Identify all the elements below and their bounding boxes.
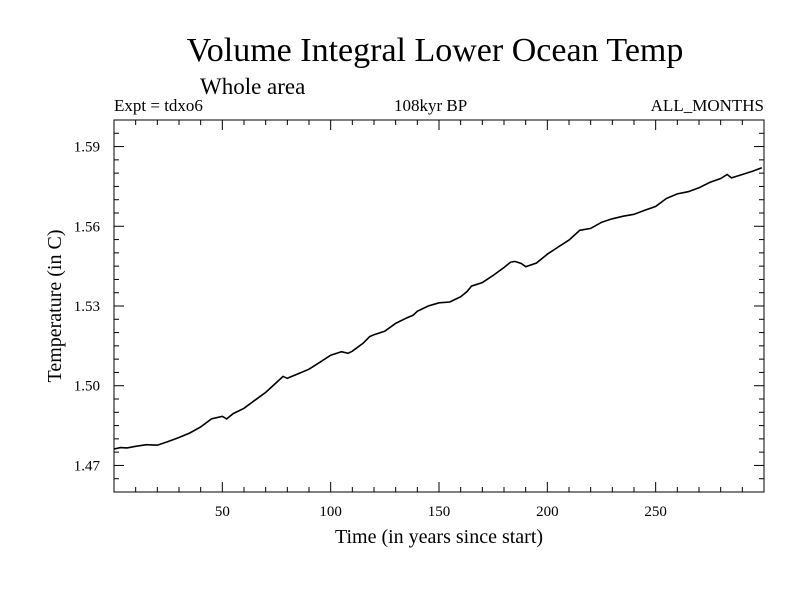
- y-tick-label: 1.56: [74, 219, 101, 235]
- y-axis-label: Temperature (in C): [44, 230, 66, 383]
- y-tick-label: 1.47: [74, 458, 101, 474]
- x-axis-label: Time (in years since start): [335, 526, 543, 548]
- x-tick-label: 150: [428, 504, 451, 520]
- plot-frame: [113, 119, 765, 493]
- y-tick-label: 1.59: [74, 140, 100, 156]
- x-tick-label: 50: [215, 504, 230, 520]
- chart-subtitle: Whole area: [200, 74, 306, 99]
- x-tick-label: 250: [644, 504, 667, 520]
- chart-title: Volume Integral Lower Ocean Temp: [186, 32, 684, 69]
- y-tick-label: 1.53: [74, 299, 100, 315]
- experiment-label: Expt = tdxo6: [114, 96, 203, 115]
- x-tick-label: 200: [536, 504, 559, 520]
- x-tick-label: 100: [319, 504, 342, 520]
- y-tick-label: 1.50: [74, 379, 100, 395]
- temperature-series-line: [113, 167, 763, 450]
- period-label: 108kyr BP: [394, 96, 468, 115]
- months-label: ALL_MONTHS: [650, 96, 764, 115]
